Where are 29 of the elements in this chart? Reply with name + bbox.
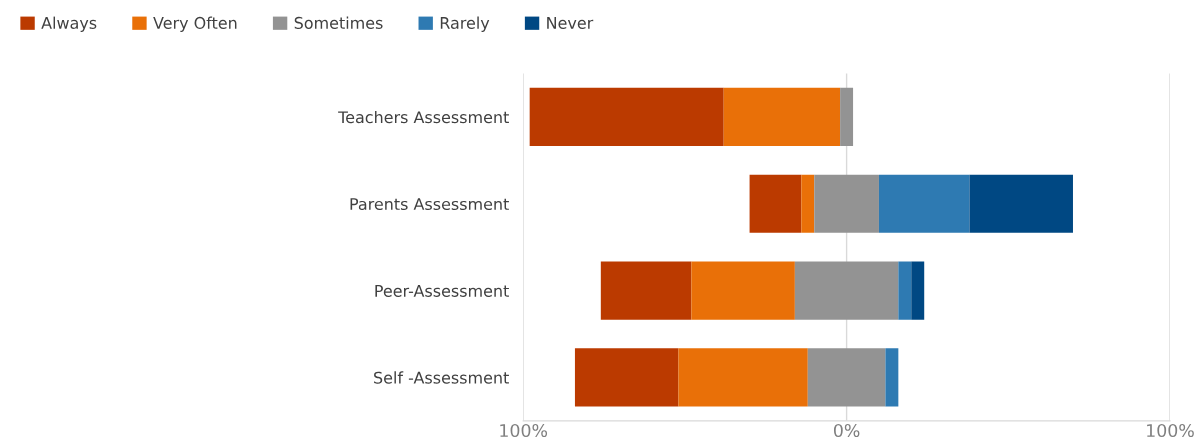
bar [678,348,808,407]
legend-label: Sometimes [294,16,383,29]
y-tick-label: Parents Assessment [350,198,509,211]
bar [794,261,899,320]
legend-label: Very Often [153,16,237,33]
y-tick-label: Self -Assessment [374,371,509,384]
bar [691,261,795,320]
bar [801,174,815,233]
y-tick-label: Teachers Assessment [338,110,509,124]
x-tick-label: 100% [1147,423,1194,438]
legend-label: Rarely [440,16,490,33]
bar [749,174,802,233]
bar [574,348,679,407]
bar [529,87,724,147]
bar [840,87,854,147]
bar [600,261,692,320]
bar [814,174,879,233]
bar [969,174,1073,233]
bar [885,348,899,407]
bar [807,348,886,407]
legend-label: Always [41,16,97,33]
y-tick-label: Peer-Assessment [375,285,509,297]
x-tick-label: 100% [500,423,548,438]
legend-label: Never [547,17,594,29]
bar [898,261,912,320]
x-tick-label: 0% [833,423,860,438]
bar [723,87,841,147]
bar [878,174,970,233]
bar [911,261,925,320]
